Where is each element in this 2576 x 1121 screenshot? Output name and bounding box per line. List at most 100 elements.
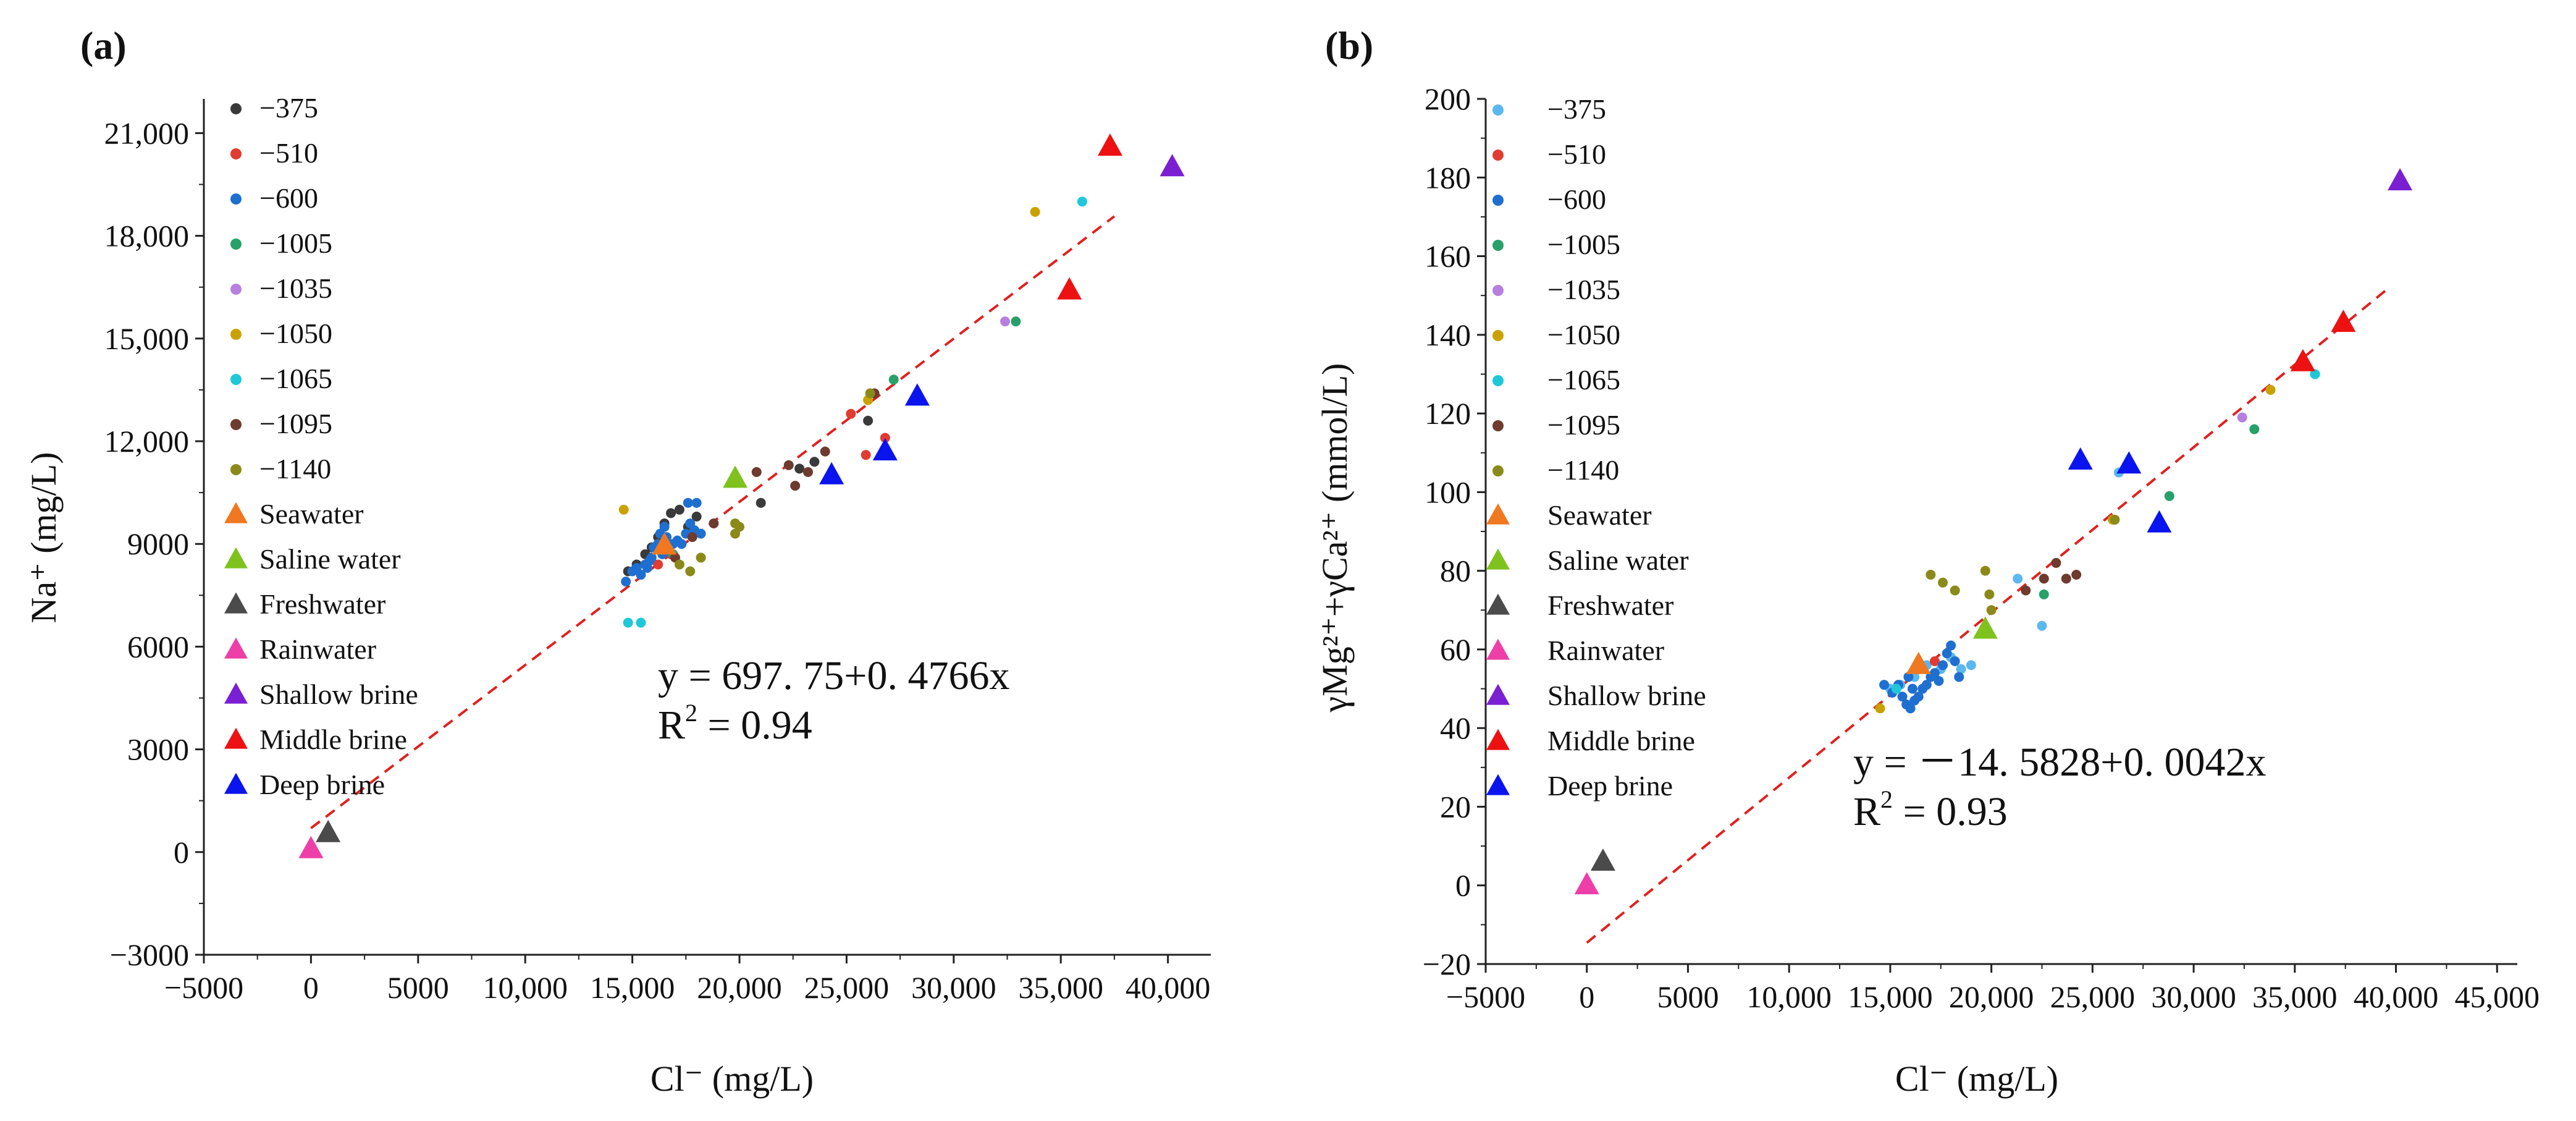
- panel-b-data-point: [2249, 424, 2260, 434]
- panel-a-data-point: [809, 457, 820, 467]
- panel-b-fit-r2: R2 = 0.93: [1853, 785, 2008, 834]
- panel-a-letter: (a): [80, 23, 127, 67]
- panel-b-legend-label: −510: [1547, 138, 1606, 170]
- panel-a-legend-marker: [230, 284, 242, 295]
- panel-a-y-tick-label: −3000: [110, 937, 189, 972]
- panel-b-legend-label: Shallow brine: [1547, 680, 1706, 711]
- panel-a-sample-triangle: [1057, 277, 1082, 300]
- panel-b-legend-label: Seawater: [1547, 499, 1652, 531]
- panel-b-y-tick-label: −20: [1423, 947, 1471, 981]
- panel-b-legend-marker: [1486, 774, 1510, 795]
- panel-a-sample-triangle: [1160, 154, 1185, 177]
- panel-a-legend-marker: [224, 682, 248, 704]
- panel-a-r-letter: R: [658, 703, 685, 748]
- panel-a-legend-label: Shallow brine: [259, 679, 418, 710]
- panel-b-y-tick-label: 20: [1440, 789, 1471, 824]
- panel-b-data-point: [2039, 573, 2049, 584]
- panel-b-r-sup: 2: [1880, 785, 1893, 813]
- panel-b-legend-label: Saline water: [1547, 544, 1689, 576]
- panel-a-data-point: [751, 467, 762, 477]
- panel-b-data-point: [1907, 683, 1917, 694]
- panel-b-data-point: [1905, 703, 1916, 714]
- panel-b-x-tick-label: 0: [1579, 979, 1594, 1014]
- panel-a-legend-marker: [230, 374, 242, 385]
- panel-a-y-tick-label: 3000: [127, 732, 189, 767]
- panel-b-x-tick-label: −5000: [1446, 979, 1525, 1014]
- panel-b-x-tick-label: 35,000: [2252, 979, 2338, 1014]
- panel-b-data-point: [2071, 570, 2082, 580]
- panel-a-legend-marker: [230, 464, 242, 475]
- panel-b-data-point: [1938, 660, 1948, 670]
- panel-a-x-tick-label: 10,000: [482, 970, 568, 1005]
- panel-a-x-tick-label: 30,000: [911, 970, 996, 1005]
- panel-b-data-point: [1926, 570, 1936, 580]
- panel-b-legend-marker: [1492, 330, 1504, 341]
- panel-b-data-point: [2039, 589, 2049, 599]
- panel-a-legend-label: −1050: [259, 318, 332, 349]
- panel-a-legend-label: −600: [259, 182, 318, 214]
- panel-b-fit-equation: y = －14. 5828+0. 0042x: [1853, 740, 2266, 785]
- panel-a-data-point: [691, 497, 702, 508]
- panel-b-y-tick-label: 120: [1425, 396, 1471, 431]
- panel-a-x-tick-label: 35,000: [1018, 970, 1103, 1005]
- panel-b-data-point: [1986, 605, 1997, 615]
- panel-a-data-point: [659, 522, 670, 532]
- panel-a-legend-marker: [230, 148, 242, 159]
- panel-a-sample-triangle: [298, 835, 324, 858]
- panel-a-data-point: [803, 467, 813, 477]
- panel-a-data-point: [1077, 197, 1087, 207]
- panel-a-x-tick-label: −5000: [164, 970, 243, 1005]
- panel-b-data-point: [1946, 640, 1956, 651]
- panel-b-y-tick-label: 0: [1455, 868, 1471, 903]
- panel-b-x-tick-label: 30,000: [2151, 979, 2236, 1014]
- panel-b-legend-marker: [1492, 150, 1504, 161]
- panel-b-data-point: [1891, 683, 1901, 694]
- panel-b-legend-marker: [1486, 729, 1510, 750]
- panel-b-y-tick-label: 60: [1440, 632, 1471, 667]
- panel-b-legend-marker: [1486, 683, 1510, 705]
- panel-b-y-tick-label: 180: [1425, 160, 1471, 195]
- panel-a-legend-marker: [230, 193, 242, 205]
- panel-b-x-tick-label: 40,000: [2354, 979, 2439, 1014]
- panel-a-data-point: [687, 532, 697, 543]
- panel-a-data-point: [865, 388, 875, 399]
- panel-b-data-point: [1913, 692, 1924, 702]
- panel-a-data-point: [691, 511, 702, 522]
- panel-a-data-point: [646, 552, 657, 563]
- panel-b-data-point: [2051, 557, 2061, 568]
- panel-b-data-point: [1950, 585, 1960, 596]
- panel-b-data-point: [1980, 565, 1990, 576]
- panel-a-x-tick-label: 5000: [387, 970, 449, 1005]
- panel-b-sample-triangle: [1906, 651, 1931, 674]
- panel-a-data-point: [618, 504, 629, 515]
- panel-a-sample-triangle: [904, 383, 930, 406]
- panel-b-r-letter: R: [1853, 789, 1880, 834]
- panel-b-y-tick-label: 140: [1425, 318, 1471, 352]
- panel-a-data-point: [1030, 206, 1040, 217]
- panel-b-data-point: [1921, 680, 1932, 690]
- panel-b-legend-marker: [1492, 195, 1504, 206]
- panel-b-y-tick-label: 80: [1440, 554, 1471, 588]
- panel-b-legend-marker: [1492, 240, 1504, 251]
- panel-b-legend-marker: [1492, 104, 1504, 116]
- panel-a-fit-r2: R2 = 0.94: [658, 699, 812, 748]
- panel-b-sample-triangle: [1972, 616, 1998, 639]
- panel-a-r-sup: 2: [685, 699, 697, 727]
- panel-b-x-tick-label: 10,000: [1746, 979, 1832, 1014]
- panel-a-y-tick-label: 9000: [127, 527, 189, 561]
- panel-a-data-point: [863, 415, 873, 426]
- panel-a-data-point: [653, 559, 663, 570]
- panel-a-legend-label: Freshwater: [259, 588, 385, 620]
- panel-a-data-point: [846, 408, 856, 419]
- panel-b-data-point: [1929, 656, 1940, 666]
- panel-a-data-point: [621, 577, 631, 587]
- panel-b-data-point: [2310, 369, 2320, 379]
- panel-a-x-tick-label: 20,000: [697, 970, 782, 1005]
- panel-a-legend-label: Seawater: [259, 498, 364, 530]
- panel-b-data-point: [1897, 692, 1908, 702]
- panel-a-sample-triangle: [316, 819, 341, 842]
- panel-a-data-point: [636, 570, 646, 580]
- panel-b-y-tick-label: 100: [1425, 475, 1471, 509]
- panel-a-data-point: [696, 552, 706, 563]
